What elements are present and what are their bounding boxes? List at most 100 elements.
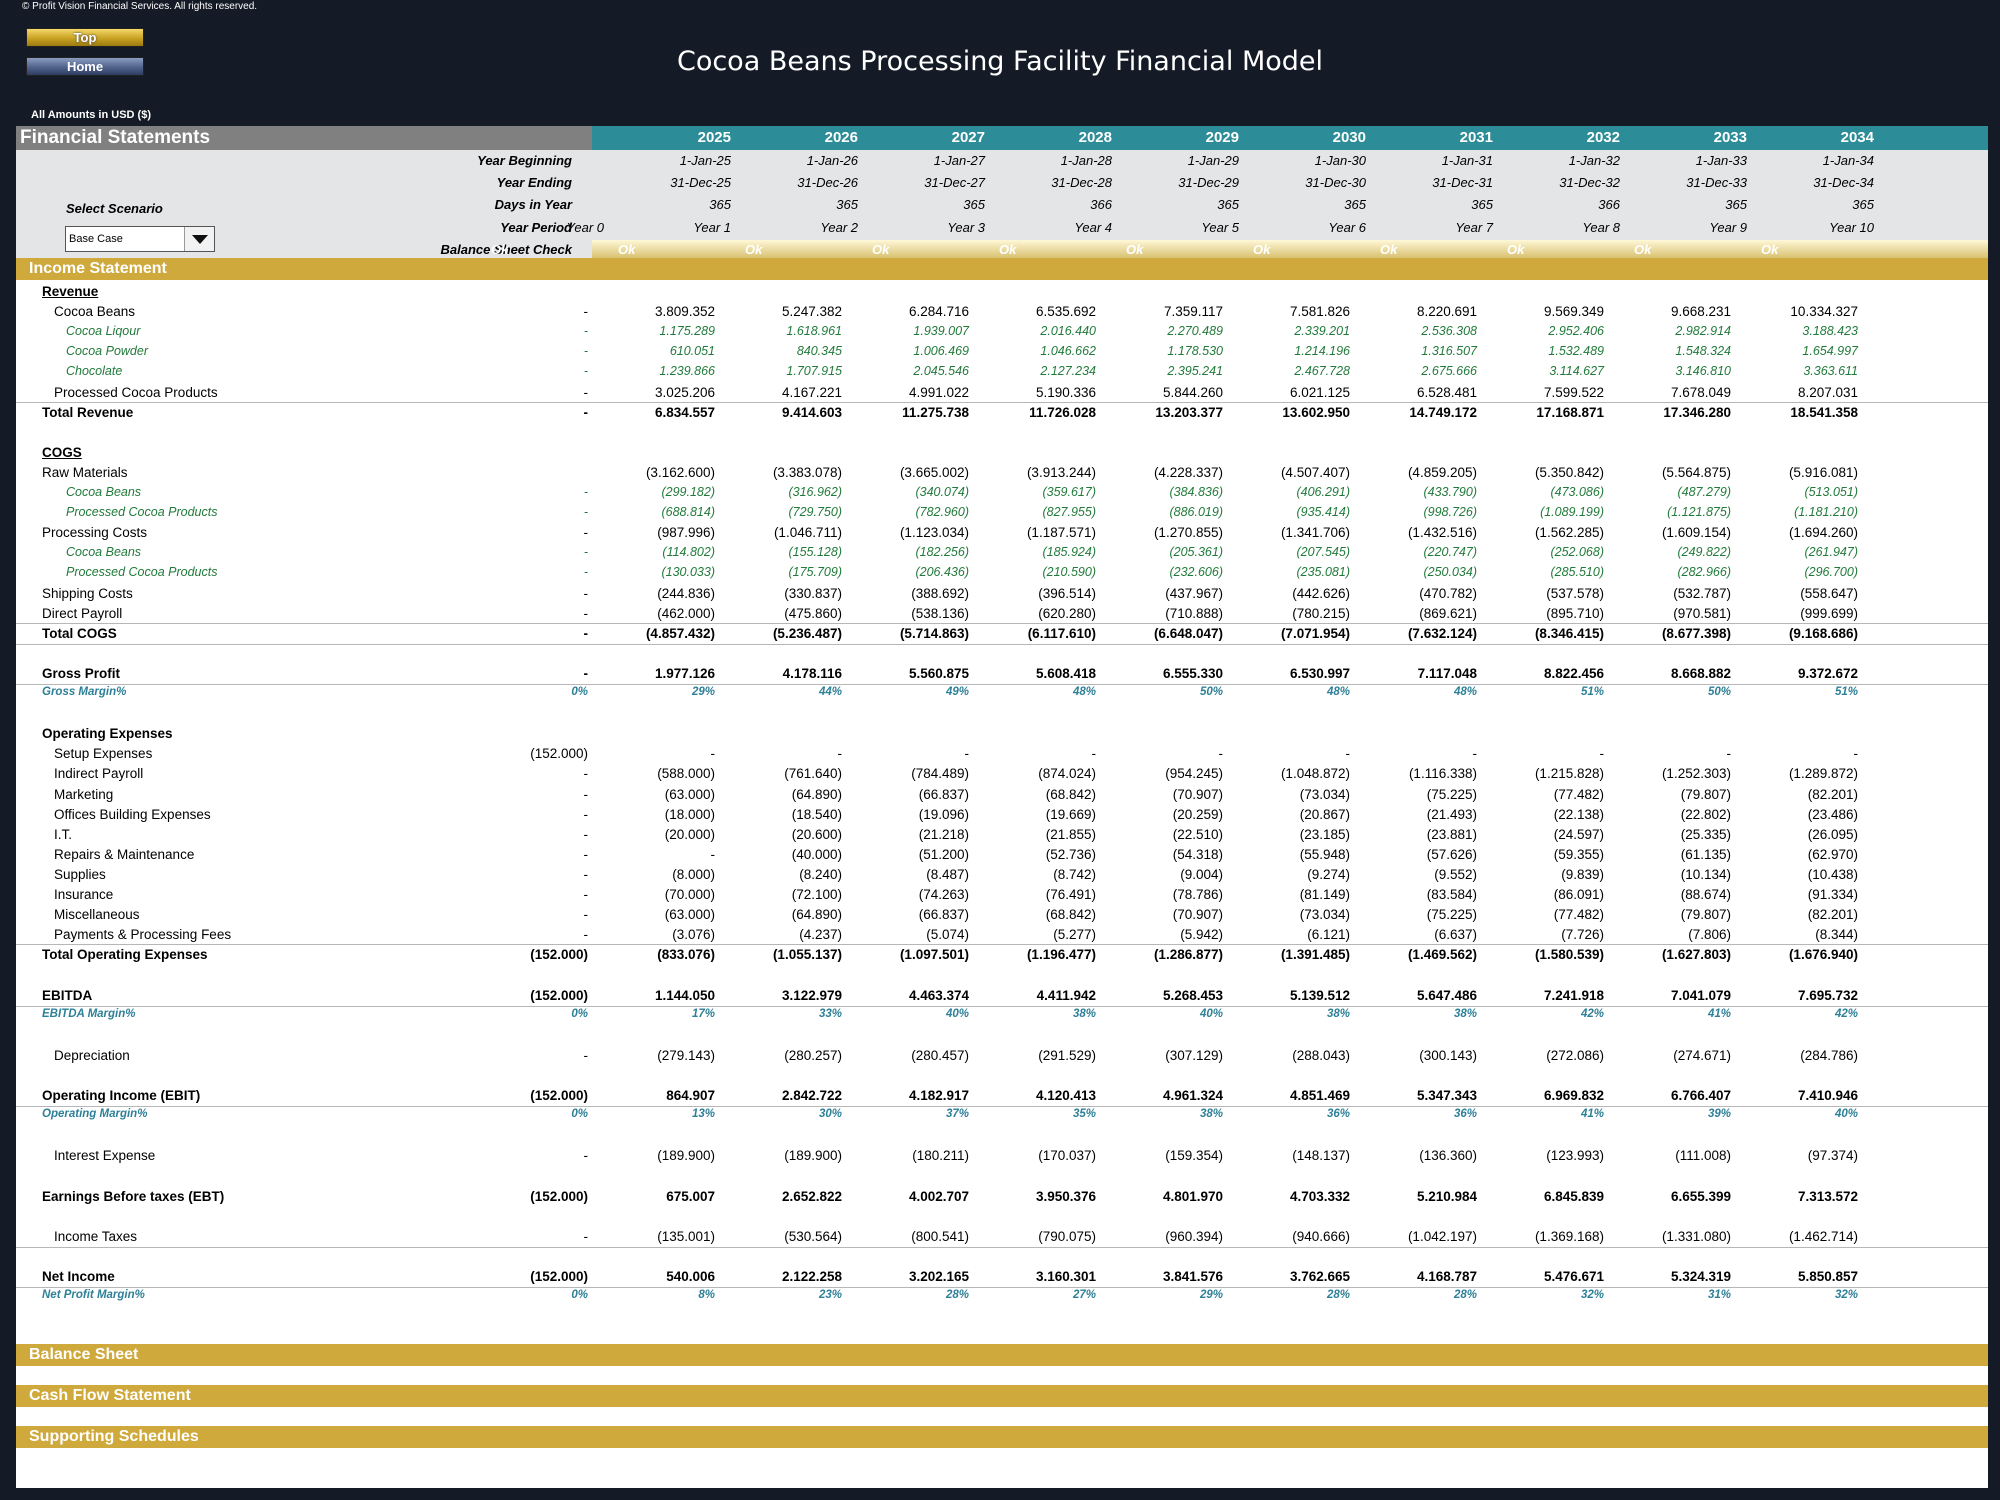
row-label: Operating Expenses — [42, 726, 173, 742]
row-value: 38% — [1453, 1007, 1477, 1020]
row-value: 2.122.258 — [781, 1268, 842, 1284]
row-label: EBITDA — [42, 987, 93, 1003]
row-value: 42% — [1834, 1007, 1858, 1020]
row-label: Total Operating Expenses — [42, 947, 208, 963]
year_ending-value: 31-Dec-27 — [924, 175, 985, 190]
row-value: (63.000) — [664, 786, 715, 802]
row-value: (23.185) — [1299, 826, 1350, 842]
days-value: 366 — [1598, 197, 1620, 212]
row-value: 36% — [1326, 1108, 1350, 1121]
row-value: 4.801.970 — [1162, 1188, 1223, 1204]
row-value: 1.239.866 — [659, 364, 715, 379]
row-value: (18.000) — [664, 806, 715, 822]
row-value: 7.410.946 — [1797, 1088, 1858, 1103]
row-label: Cocoa Beans — [54, 304, 136, 320]
home-button[interactable]: Home — [26, 57, 144, 76]
row-value: 1.618.961 — [786, 324, 842, 339]
balance-sheet-header[interactable]: Balance Sheet — [16, 1344, 1988, 1366]
row-value: (1.369.168) — [1534, 1228, 1604, 1244]
row-value: (135.001) — [657, 1228, 715, 1244]
scenario-dropdown[interactable]: Base Case — [65, 226, 215, 252]
row-value: - — [583, 766, 589, 782]
row-value: 50% — [1707, 686, 1731, 698]
supporting-schedules-header[interactable]: Supporting Schedules — [16, 1426, 1988, 1448]
row-value: (9.552) — [1434, 866, 1477, 882]
row-value: (250.034) — [1423, 565, 1477, 580]
row-value: (1.196.477) — [1026, 947, 1096, 963]
row-value: 3.950.376 — [1035, 1188, 1096, 1204]
row-value: (70.907) — [1172, 786, 1223, 802]
table-row: Interest Expense - (189.900) (189.900) (180.… — [16, 1146, 1988, 1166]
row-value: - — [583, 786, 589, 802]
row-value: - — [583, 1047, 589, 1063]
row-value: (21.493) — [1426, 806, 1477, 822]
row-value: 864.907 — [666, 1088, 715, 1103]
table-row: Insurance - (70.000) (72.100) (74.263) (76.49… — [16, 885, 1988, 905]
row-label: I.T. — [54, 826, 73, 842]
row-value: (1.116.338) — [1408, 766, 1477, 782]
table-row: Offices Building Expenses - (18.000) (18.54… — [16, 805, 1988, 825]
row-label: Processed Cocoa Products — [54, 384, 218, 400]
row-value: 32% — [1834, 1289, 1858, 1301]
row-value: 2.982.914 — [1675, 324, 1731, 339]
table-row: Processed Cocoa Products - (688.814) (729.7… — [16, 503, 1988, 523]
table-row: Shipping Costs - (244.836) (330.837) (388.69… — [16, 584, 1988, 604]
row-value: 3.841.576 — [1162, 1268, 1223, 1284]
table-row: COGS — [16, 443, 1988, 463]
year-header: 2032 — [1586, 129, 1620, 146]
days-value: 365 — [1344, 197, 1366, 212]
row-value: - — [1599, 746, 1605, 762]
income-statement-header[interactable]: Income Statement — [16, 258, 1988, 280]
year_ending-value: 31-Dec-32 — [1559, 175, 1620, 190]
row-value: 13.203.377 — [1155, 404, 1223, 420]
row-value: (91.334) — [1807, 887, 1858, 902]
periods-value: Year 8 — [1582, 220, 1620, 235]
balance-check-status: Ok — [1380, 242, 1398, 257]
row-value: 14.749.172 — [1409, 404, 1477, 420]
table-row: Cocoa Beans - (299.182) (316.962) (340.074) (… — [16, 483, 1988, 503]
cash-flow-statement-header[interactable]: Cash Flow Statement — [16, 1385, 1988, 1407]
row-value: (359.617) — [1042, 485, 1096, 499]
row-value: (1.048.872) — [1280, 766, 1350, 782]
row-value: (75.225) — [1426, 907, 1477, 923]
row-value: (470.782) — [1419, 585, 1477, 601]
row-value: - — [583, 907, 589, 923]
table-row — [16, 1207, 1988, 1227]
row-label: Processing Costs — [42, 525, 148, 541]
row-value: 32% — [1580, 1289, 1604, 1301]
row-value: (66.837) — [918, 786, 969, 802]
year-beginning-label: Year Beginning — [477, 153, 572, 168]
row-value: - — [583, 665, 589, 681]
table-row: EBITDA Margin% 0% 17% 33% 40% 38% 40% 38% 38% 42%… — [16, 1006, 1988, 1026]
row-value: 6.834.557 — [654, 404, 715, 420]
row-value: 33% — [818, 1007, 842, 1020]
row-label: Depreciation — [54, 1047, 130, 1063]
row-value: 8% — [698, 1289, 715, 1301]
row-value: (710.888) — [1165, 605, 1223, 621]
row-value: (1.089.199) — [1540, 505, 1604, 520]
row-value: 44% — [818, 686, 842, 698]
row-value: - — [583, 384, 589, 400]
periods-value: Year 1 — [693, 220, 731, 235]
dropdown-button[interactable] — [184, 227, 214, 251]
year_beginning-value: 1-Jan-30 — [1314, 153, 1366, 168]
row-value: (130.033) — [661, 565, 715, 580]
balance-check-strip — [592, 240, 1988, 258]
row-value: 38% — [1072, 1007, 1096, 1020]
row-label: Shipping Costs — [42, 585, 133, 601]
row-value: (532.787) — [1673, 585, 1731, 601]
row-value: (64.890) — [791, 786, 842, 802]
row-value: (3.076) — [672, 927, 715, 943]
row-value: (180.211) — [912, 1148, 969, 1164]
year_ending-value: 31-Dec-29 — [1178, 175, 1239, 190]
row-value: (5.564.875) — [1661, 464, 1731, 480]
row-value: (79.807) — [1680, 786, 1731, 802]
table-row: Processed Cocoa Products - (130.033) (175.7… — [16, 563, 1988, 583]
row-value: (220.747) — [1423, 545, 1477, 560]
row-value: 3.188.423 — [1802, 324, 1858, 339]
row-value: 29% — [691, 686, 715, 698]
row-value: (1.580.539) — [1534, 947, 1604, 963]
row-value: (152.000) — [530, 746, 588, 762]
top-button[interactable]: Top — [26, 28, 144, 47]
row-value: 2.016.440 — [1040, 324, 1096, 339]
